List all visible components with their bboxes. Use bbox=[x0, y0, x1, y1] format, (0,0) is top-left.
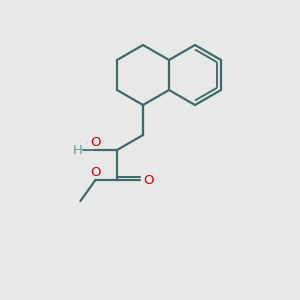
Text: H: H bbox=[72, 143, 82, 157]
Text: O: O bbox=[90, 166, 101, 178]
Text: O: O bbox=[90, 136, 101, 148]
Text: O: O bbox=[143, 173, 153, 187]
